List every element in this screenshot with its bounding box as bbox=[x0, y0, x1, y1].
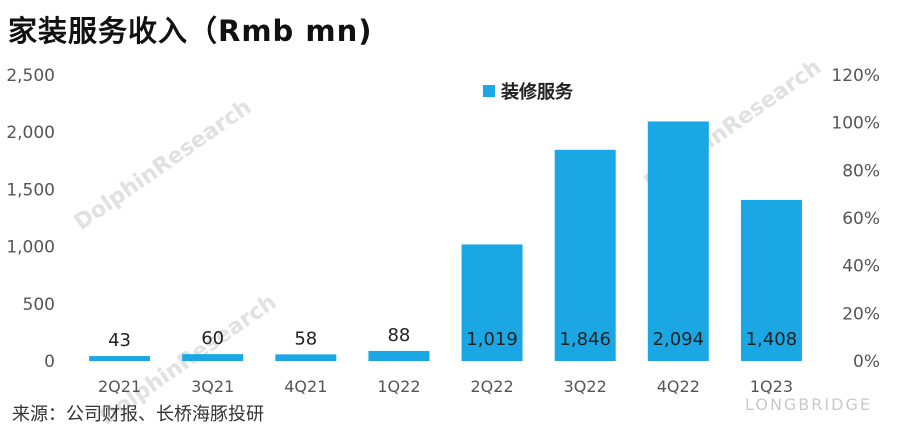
y-tick-label: 500 bbox=[23, 295, 55, 315]
y-tick-label: 0 bbox=[44, 352, 55, 372]
chart-title: 家装服务收入（Rmb mn) bbox=[8, 14, 373, 48]
bar-4Q21 bbox=[275, 354, 337, 361]
data-label: 2,094 bbox=[653, 329, 705, 350]
source-note: 来源：公司财报、长桥海豚投研 bbox=[12, 404, 264, 425]
bar-1Q23 bbox=[740, 199, 802, 361]
x-tick-label: 3Q22 bbox=[564, 377, 607, 396]
bar-3Q22 bbox=[554, 149, 616, 361]
x-tick-label: 3Q21 bbox=[191, 377, 234, 396]
bar-1Q22 bbox=[368, 350, 430, 361]
x-tick-label: 1Q22 bbox=[377, 377, 420, 396]
y2-tick-label: 120% bbox=[831, 66, 880, 86]
y-tick-label: 1,500 bbox=[6, 180, 55, 200]
bar-2Q21 bbox=[89, 356, 151, 361]
y-tick-label: 2,000 bbox=[6, 123, 55, 143]
x-tick-label: 1Q23 bbox=[750, 377, 793, 396]
x-tick-label: 4Q21 bbox=[284, 377, 327, 396]
y-tick-label: 1,000 bbox=[6, 238, 55, 258]
data-label: 60 bbox=[201, 328, 224, 349]
y2-tick-label: 100% bbox=[831, 114, 880, 134]
data-label: 1,019 bbox=[466, 329, 518, 350]
x-tick-label: 2Q21 bbox=[98, 377, 141, 396]
data-label: 1,846 bbox=[559, 329, 611, 350]
legend-swatch bbox=[483, 85, 495, 97]
x-tick-label: 4Q22 bbox=[657, 377, 700, 396]
y2-tick-label: 20% bbox=[842, 304, 880, 324]
data-label: 58 bbox=[294, 328, 317, 349]
y2-tick-label: 80% bbox=[842, 161, 880, 181]
y2-tick-label: 0% bbox=[853, 352, 880, 372]
bar-2Q22 bbox=[461, 244, 523, 361]
y-tick-label: 2,500 bbox=[6, 66, 55, 86]
watermark-brand: LONGBRIDGE bbox=[745, 395, 872, 414]
data-label: 1,408 bbox=[746, 329, 798, 350]
bar-3Q21 bbox=[182, 354, 244, 361]
legend: 装修服务 bbox=[483, 78, 573, 104]
legend-label: 装修服务 bbox=[501, 82, 573, 103]
y2-tick-label: 40% bbox=[842, 257, 880, 277]
bar-4Q22 bbox=[647, 121, 709, 361]
data-label: 88 bbox=[387, 325, 410, 346]
data-label: 43 bbox=[108, 330, 131, 351]
y2-tick-label: 60% bbox=[842, 209, 880, 229]
x-tick-label: 2Q22 bbox=[470, 377, 513, 396]
